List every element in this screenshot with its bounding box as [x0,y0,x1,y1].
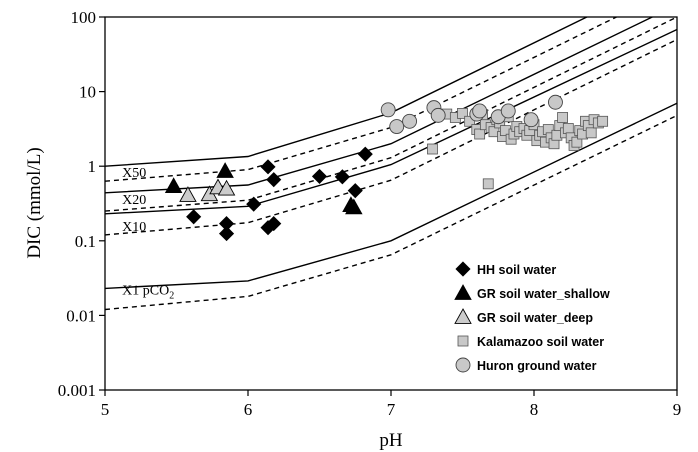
point-huron-ground-water-6 [472,103,488,119]
y-tick-label: 100 [71,8,97,27]
x-tick-label: 5 [101,400,110,419]
curve-x50-dashed [105,17,619,182]
legend-label-huron-ground-water: Huron ground water [477,359,597,373]
legend-marker-hh-soil-water [455,261,471,277]
point-gr-soil-water-deep-0 [179,186,197,202]
y-tick-label: 1 [88,157,97,176]
point-huron-ground-water-2 [402,113,418,129]
x-tick-label: 7 [387,400,396,419]
curve-label-x50: X50 [122,166,146,181]
data-markers [164,94,609,242]
reference-curves [105,17,677,311]
curve-label-x20: X20 [122,193,146,208]
x-tick-label: 6 [244,400,253,419]
point-huron-ground-water-10 [548,94,563,110]
curve-label-x1: X1 pCO2 [122,284,174,302]
y-axis-title: DIC (mmol/L) [24,147,45,258]
point-gr-soil-water-deep-3 [217,179,236,196]
point-kalamazoo-soil-water-6 [474,128,486,140]
point-kalamazoo-soil-water-0 [427,143,438,155]
point-hh-soil-water-5 [266,172,282,188]
y-tick-label: 0.01 [66,306,96,325]
legend-label-gr-soil-water-shallow: GR soil water_shallow [477,287,610,301]
point-hh-soil-water-2 [218,226,235,242]
curve-x1-dashed [105,114,677,311]
legend-label-kalamazoo-soil-water: Kalamazoo soil water [477,335,604,349]
point-hh-soil-water-0 [186,209,202,225]
point-huron-ground-water-0 [380,102,396,118]
y-tick-label: 0.001 [58,381,96,400]
point-huron-ground-water-8 [500,103,516,119]
point-huron-ground-water-4 [430,107,446,123]
legend-label-hh-soil-water: HH soil water [477,263,556,277]
tick-labels: 5 6 7 8 9 0.001 0.01 0.1 1 10 100 [58,8,682,419]
curve-label-x10: X10 [122,220,146,235]
point-kalamazoo-soil-water-9 [482,178,494,190]
x-tick-label: 8 [530,400,539,419]
y-tick-label: 0.1 [75,232,96,251]
point-hh-soil-water-10 [347,183,363,199]
legend-label-gr-soil-water-deep: GR soil water_deep [477,311,593,325]
point-hh-soil-water-11 [357,146,373,162]
legend: HH soil water GR soil water_shallow GR soi… [454,261,610,373]
point-kalamazoo-soil-water-36 [562,123,574,134]
legend-marker-huron-ground-water [455,357,471,373]
point-gr-soil-water-shallow-3 [345,198,363,215]
x-tick-label: 9 [673,400,682,419]
curve-x10-dashed [105,38,677,236]
point-huron-ground-water-1 [389,119,405,135]
point-kalamazoo-soil-water-4 [464,115,476,127]
legend-marker-gr-soil-water-shallow [454,284,472,300]
y-tick-label: 10 [79,83,96,102]
point-huron-ground-water-9 [523,112,539,128]
legend-marker-kalamazoo-soil-water [457,335,469,347]
curve-x50-solid [105,17,589,167]
point-hh-soil-water-4 [260,159,276,175]
curve-x1-solid [105,102,677,290]
point-gr-soil-water-shallow-1 [216,162,234,178]
point-hh-soil-water-8 [311,168,328,184]
point-gr-soil-water-shallow-0 [164,177,183,194]
point-hh-soil-water-9 [334,169,350,185]
point-hh-soil-water-3 [246,196,262,212]
point-kalamazoo-soil-water-39 [571,136,583,148]
legend-marker-gr-soil-water-deep [454,308,472,324]
point-kalamazoo-soil-water-3 [457,108,468,119]
point-kalamazoo-soil-water-34 [557,112,568,123]
curve-labels: X50 X20 X10 X1 pCO2 [122,166,174,302]
curve-x10-solid [105,28,677,215]
point-kalamazoo-soil-water-47 [597,115,609,127]
point-hh-soil-water-7 [266,216,282,232]
point-kalamazoo-soil-water-44 [585,127,597,139]
x-axis-title: pH [379,430,403,451]
